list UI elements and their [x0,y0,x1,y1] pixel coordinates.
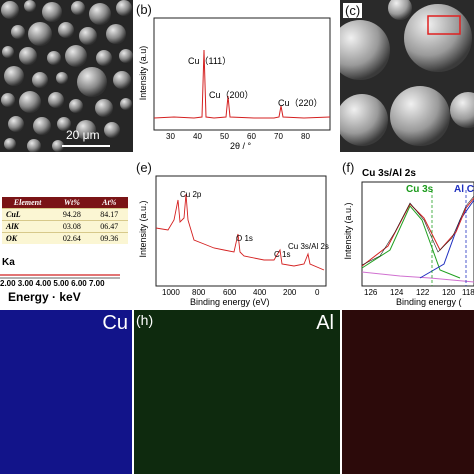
panel-label-e: (e) [136,160,152,175]
panel-e-xps: (e) Intensity (a.u.) Cu 2p O 1s C 1s Cu … [134,160,338,308]
sem-image-c: (c) [340,0,474,152]
table-row: CuL 94.28 84.17 [2,208,128,221]
zoom-region-box [427,15,461,35]
xrd-chart [153,17,331,131]
x-tick-40: 40 [193,132,202,141]
eds-table: Element Wt% At% CuL 94.28 84.17 AlK 03.0… [2,197,128,244]
panel-b-xrd: (b) Intensity (a.u) Cu（111） Cu（200） Cu（2… [134,0,338,152]
xrd-curve [153,49,331,119]
cell-element: AlK [2,220,54,233]
cell-wt: 03.08 [53,220,91,233]
cu3s-fit [361,205,461,279]
panel-label-b: (b) [136,2,152,17]
eds-map-o [342,310,474,474]
x-tick-1000: 1000 [162,288,180,297]
cell-wt: 94.28 [53,208,91,221]
x-tick-60: 60 [247,132,256,141]
x-tick-122: 122 [416,288,430,297]
scale-bar-label: 20 μm [66,128,100,142]
cell-element: OK [2,232,54,244]
xps-survey-chart [155,175,327,287]
x-axis-label: 2θ / ° [230,141,252,151]
x-axis-label-f: Binding energy ( [396,297,462,307]
x-tick-400: 400 [253,288,267,297]
peak-label-cu3s-al2s: Cu 3s/Al 2s [288,242,329,251]
table-row: AlK 03.08 06.47 [2,220,128,233]
y-axis-label-f: Intensity (a.u.) [343,202,353,260]
peak-label-200: Cu（200） [209,90,254,100]
sem-image-a: 20 μm [0,0,133,152]
map-label-cu: Cu [102,312,128,334]
eds-x-label: Energy · keV [8,290,81,304]
panel-label-h: (h) [136,312,154,328]
x-tick-50: 50 [220,132,229,141]
x-tick-0: 0 [315,288,320,297]
table-header-wt: Wt% [53,197,91,209]
envelope-curve [361,197,474,267]
peak-label-111: Cu（111） [188,56,232,66]
peak-label-cu3s: Cu 3s [406,184,434,195]
eds-map-al: (h) Al [134,310,340,474]
cell-at: 06.47 [90,220,128,233]
map-label-al: Al [316,312,334,334]
peak-label-c1s: C 1s [274,250,291,259]
eds-x-ticks: 2.00 3.00 4.00 5.00 6.00 7.00 [0,279,105,288]
xps-highres-chart [361,181,474,287]
cell-at: 84.17 [90,208,128,221]
raw-data [361,195,474,266]
sem-particles-a [0,0,133,152]
x-tick-70: 70 [274,132,283,141]
sem-particles-c [340,0,474,152]
x-tick-600: 600 [223,288,237,297]
x-tick-126: 126 [364,288,378,297]
table-header-element: Element [2,197,54,209]
cell-element: CuL [2,208,54,221]
x-tick-80: 80 [301,132,310,141]
y-axis-label-e: Intensity (a.u.) [138,200,148,258]
xps-survey-curve [155,193,325,271]
panel-label-f: (f) [342,160,355,175]
peak-label-al: Al C [454,184,474,195]
spectrum-label: Ka [2,257,15,268]
x-tick-120: 120 [442,288,456,297]
baseline-curve [361,271,474,283]
cell-at: 09.36 [90,232,128,244]
peak-label-cu2p: Cu 2p [180,190,202,199]
table-header-at: At% [90,197,128,209]
x-tick-200: 200 [283,288,297,297]
panel-label-c: (c) [343,3,363,18]
cell-wt: 02.64 [53,232,91,244]
panel-f-xps: (f) Cu 3s/Al 2s Intensity (a.u.) Cu 3s A… [340,160,474,308]
x-tick-800: 800 [192,288,206,297]
eds-spectrum [0,274,120,279]
panel-d-eds: Element Wt% At% CuL 94.28 84.17 AlK 03.0… [0,153,133,308]
x-tick-118: 118 [462,288,474,297]
peak-label-o1s: O 1s [236,234,253,243]
x-tick-124: 124 [390,288,404,297]
panel-f-title: Cu 3s/Al 2s [362,168,416,179]
x-axis-label-e: Binding energy (eV) [190,297,270,307]
x-tick-30: 30 [166,132,175,141]
peak-label-220: Cu（220） [278,98,323,108]
table-row: OK 02.64 09.36 [2,232,128,244]
y-axis-label: Intensity (a.u) [138,45,148,101]
eds-map-cu: Cu [0,310,132,474]
